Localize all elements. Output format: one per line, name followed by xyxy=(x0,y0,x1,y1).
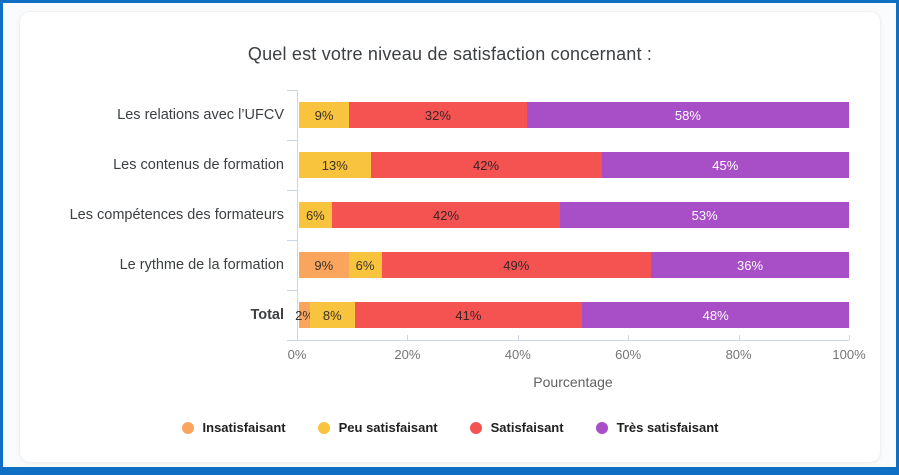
bar-value-label: 48% xyxy=(702,307,729,323)
bar-value-label: 41% xyxy=(455,307,482,323)
x-tick-label: 80% xyxy=(725,347,752,362)
legend-item-insatisfaisant[interactable]: Insatisfaisant xyxy=(181,420,286,435)
x-tick-label: 100% xyxy=(832,347,866,362)
bar-value-label: 8% xyxy=(322,307,342,323)
bar-value-label: 13% xyxy=(321,157,348,173)
legend-label: Satisfaisant xyxy=(490,420,564,435)
bar-segment-peu-satisfaisant[interactable]: 6% xyxy=(348,252,382,278)
bar-segment-tres-satisfaisant[interactable]: 48% xyxy=(582,302,849,328)
category-label: Les compétences des formateurs xyxy=(69,207,284,223)
bar-row: Les compétences des formateurs 6% 42% 53% xyxy=(20,190,880,240)
bar-value-label: 42% xyxy=(433,207,460,223)
category-axis-tick xyxy=(287,140,297,141)
category-axis-tick xyxy=(287,290,297,291)
legend-swatch-icon xyxy=(595,421,608,434)
x-tick-label: 20% xyxy=(394,347,421,362)
bar-stack: 9% 6% 49% 36% xyxy=(299,252,849,278)
bar-segment-satisfaisant[interactable]: 42% xyxy=(331,202,561,228)
legend-label: Peu satisfaisant xyxy=(338,420,438,435)
bar-segment-tres-satisfaisant[interactable]: 58% xyxy=(526,102,849,128)
x-axis-title: Pourcentage xyxy=(533,374,613,390)
x-tick-label: 0% xyxy=(287,347,307,362)
bar-stack: 2% 8% 41% 48% xyxy=(295,302,849,328)
bar-value-label: 32% xyxy=(424,107,451,123)
bar-row: Les contenus de formation 13% 42% 45% xyxy=(20,140,880,190)
category-label: Le rythme de la formation xyxy=(119,257,284,273)
legend: Insatisfaisant Peu satisfaisant Satisfaisa… xyxy=(20,420,880,435)
category-label: Total xyxy=(250,307,284,323)
bar-value-label: 9% xyxy=(314,107,334,123)
value-axis-tick xyxy=(849,335,850,340)
legend-swatch-icon xyxy=(181,421,194,434)
bar-value-label: 6% xyxy=(305,207,325,223)
plot-area: Les relations avec l’UFCV 9% 32% 58% Les con… xyxy=(20,90,880,435)
category-axis-tick xyxy=(287,90,297,91)
bar-value-label: 2% xyxy=(295,307,314,323)
bar-segment-satisfaisant[interactable]: 41% xyxy=(354,302,583,328)
bar-value-label: 49% xyxy=(503,257,530,273)
bar-stack: 6% 42% 53% xyxy=(299,202,849,228)
bar-segment-tres-satisfaisant[interactable]: 36% xyxy=(651,252,849,278)
bar-stack: 13% 42% 45% xyxy=(299,152,849,178)
bar-segment-satisfaisant[interactable]: 32% xyxy=(349,102,527,128)
legend-swatch-icon xyxy=(317,421,330,434)
bar-segment-peu-satisfaisant[interactable]: 13% xyxy=(299,152,371,178)
category-label: Les contenus de formation xyxy=(113,157,284,173)
value-axis-tick xyxy=(738,335,740,340)
bar-value-label: 53% xyxy=(691,207,718,223)
category-axis-tick xyxy=(287,190,297,191)
bar-segment-tres-satisfaisant[interactable]: 53% xyxy=(560,202,849,228)
bar-value-label: 42% xyxy=(472,157,500,173)
bar-value-label: 9% xyxy=(314,257,334,273)
bar-segment-insatisfaisant[interactable]: 2% xyxy=(295,302,314,328)
bar-segment-tres-satisfaisant[interactable]: 45% xyxy=(601,152,849,178)
bar-row: Le rythme de la formation 9% 6% 49% 36% xyxy=(20,240,880,290)
bar-stack: 9% 32% 58% xyxy=(299,102,849,128)
value-axis-tick xyxy=(407,335,409,340)
bar-value-label: 45% xyxy=(712,157,739,173)
bar-segment-peu-satisfaisant[interactable]: 9% xyxy=(299,102,349,128)
x-tick-label: 40% xyxy=(504,347,531,362)
legend-item-tres-satisfaisant[interactable]: Très satisfaisant xyxy=(595,420,719,435)
category-axis-line xyxy=(297,90,298,340)
bar-segment-insatisfaisant[interactable]: 9% xyxy=(299,252,349,278)
category-axis-tick xyxy=(287,240,297,241)
x-tick-labels: 0% 20% 40% 60% 80% 100% xyxy=(288,347,866,363)
chart-title: Quel est votre niveau de satisfaction co… xyxy=(247,44,653,64)
bar-segment-satisfaisant[interactable]: 42% xyxy=(370,152,602,178)
bar-rows: Les relations avec l’UFCV 9% 32% 58% Les con… xyxy=(20,90,880,340)
bar-value-label: 36% xyxy=(736,257,764,273)
legend-item-satisfaisant[interactable]: Satisfaisant xyxy=(469,420,564,435)
legend-label: Insatisfaisant xyxy=(202,420,286,435)
x-tick-label: 60% xyxy=(615,347,642,362)
bar-row: Total 2% 8% 41% 48% xyxy=(20,290,880,340)
legend-swatch-icon xyxy=(469,421,482,434)
value-axis-line xyxy=(297,335,850,341)
bar-row: Les relations avec l’UFCV 9% 32% 58% xyxy=(20,90,880,140)
category-axis-tick xyxy=(287,340,297,341)
chart-card: Quel est votre niveau de satisfaction co… xyxy=(20,12,880,462)
category-label: Les relations avec l’UFCV xyxy=(117,107,284,123)
bar-segment-peu-satisfaisant[interactable]: 6% xyxy=(299,202,332,228)
value-axis-tick xyxy=(517,335,519,340)
bar-value-label: 58% xyxy=(674,107,701,123)
legend-item-peu-satisfaisant[interactable]: Peu satisfaisant xyxy=(317,420,438,435)
value-axis-tick xyxy=(628,335,630,340)
bar-segment-satisfaisant[interactable]: 49% xyxy=(381,252,651,278)
bar-value-label: 6% xyxy=(355,257,375,273)
bar-segment-peu-satisfaisant[interactable]: 8% xyxy=(310,302,355,328)
legend-label: Très satisfaisant xyxy=(616,420,719,435)
